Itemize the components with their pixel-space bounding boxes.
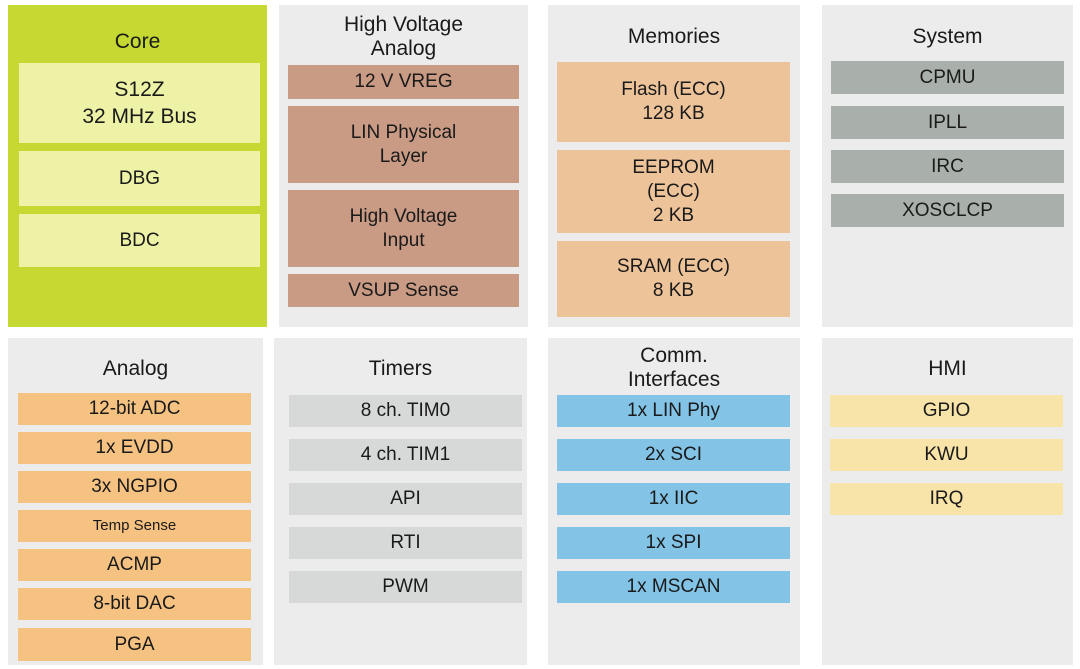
mem-box-sram: SRAM (ECC) 8 KB — [557, 241, 790, 317]
hmi-panel: HMI GPIO KWU IRQ — [822, 338, 1073, 665]
comm-box-mscan: 1x MSCAN — [557, 571, 790, 603]
mem-box-flash: Flash (ECC) 128 KB — [557, 62, 790, 142]
hmi-box-kwu: KWU — [830, 439, 1063, 471]
hv-box-12v-vreg: 12 V VREG — [288, 65, 519, 99]
sys-box-ipll: IPLL — [831, 106, 1064, 139]
high-voltage-analog-panel: High Voltage Analog 12 V VREG LIN Physic… — [279, 5, 528, 327]
analog-box-8bit-dac: 8-bit DAC — [18, 588, 251, 620]
hmi-box-irq: IRQ — [830, 483, 1063, 515]
timer-box-rti: RTI — [289, 527, 522, 559]
analog-panel: Analog 12-bit ADC 1x EVDD 3x NGPIO Temp … — [8, 338, 263, 665]
sys-box-cpmu: CPMU — [831, 61, 1064, 94]
sys-box-xosclcp: XOSCLCP — [831, 194, 1064, 227]
memories-panel: Memories Flash (ECC) 128 KB EEPROM (ECC)… — [548, 5, 800, 327]
hmi-title: HMI — [928, 357, 967, 380]
system-title: System — [912, 25, 983, 48]
timers-title: Timers — [368, 357, 433, 380]
timer-box-tim1: 4 ch. TIM1 — [289, 439, 522, 471]
comm-box-spi: 1x SPI — [557, 527, 790, 559]
high-voltage-analog-title: High Voltage Analog — [343, 13, 464, 60]
hmi-box-gpio: GPIO — [830, 395, 1063, 427]
system-panel: System CPMU IPLL IRC XOSCLCP — [822, 5, 1073, 327]
comm-box-iic: 1x IIC — [557, 483, 790, 515]
comm-box-lin-phy: 1x LIN Phy — [557, 395, 790, 427]
analog-box-temp-sense: Temp Sense — [18, 510, 251, 542]
sys-box-irc: IRC — [831, 150, 1064, 183]
core-box-dbg: DBG — [19, 151, 260, 206]
timer-box-pwm: PWM — [289, 571, 522, 603]
core-panel: Core S12Z 32 MHz Bus DBG BDC — [8, 5, 267, 327]
analog-box-evdd: 1x EVDD — [18, 432, 251, 464]
hv-box-lin-physical-layer: LIN Physical Layer — [288, 106, 519, 183]
memories-title: Memories — [627, 25, 721, 48]
analog-box-ngpio: 3x NGPIO — [18, 471, 251, 503]
timer-box-tim0: 8 ch. TIM0 — [289, 395, 522, 427]
timer-box-api: API — [289, 483, 522, 515]
mem-box-eeprom: EEPROM (ECC) 2 KB — [557, 150, 790, 233]
hv-box-high-voltage-input: High Voltage Input — [288, 190, 519, 267]
analog-box-12bit-adc: 12-bit ADC — [18, 393, 251, 425]
analog-box-pga: PGA — [18, 628, 251, 661]
comm-box-sci: 2x SCI — [557, 439, 790, 471]
comm-interfaces-title: Comm. Interfaces — [627, 344, 721, 391]
core-box-s12z: S12Z 32 MHz Bus — [19, 63, 260, 143]
timers-panel: Timers 8 ch. TIM0 4 ch. TIM1 API RTI PWM — [274, 338, 527, 665]
hv-box-vsup-sense: VSUP Sense — [288, 274, 519, 307]
analog-box-acmp: ACMP — [18, 549, 251, 581]
comm-interfaces-panel: Comm. Interfaces 1x LIN Phy 2x SCI 1x II… — [548, 338, 800, 665]
analog-title: Analog — [102, 357, 169, 380]
core-box-bdc: BDC — [19, 214, 260, 267]
core-title: Core — [114, 30, 161, 53]
